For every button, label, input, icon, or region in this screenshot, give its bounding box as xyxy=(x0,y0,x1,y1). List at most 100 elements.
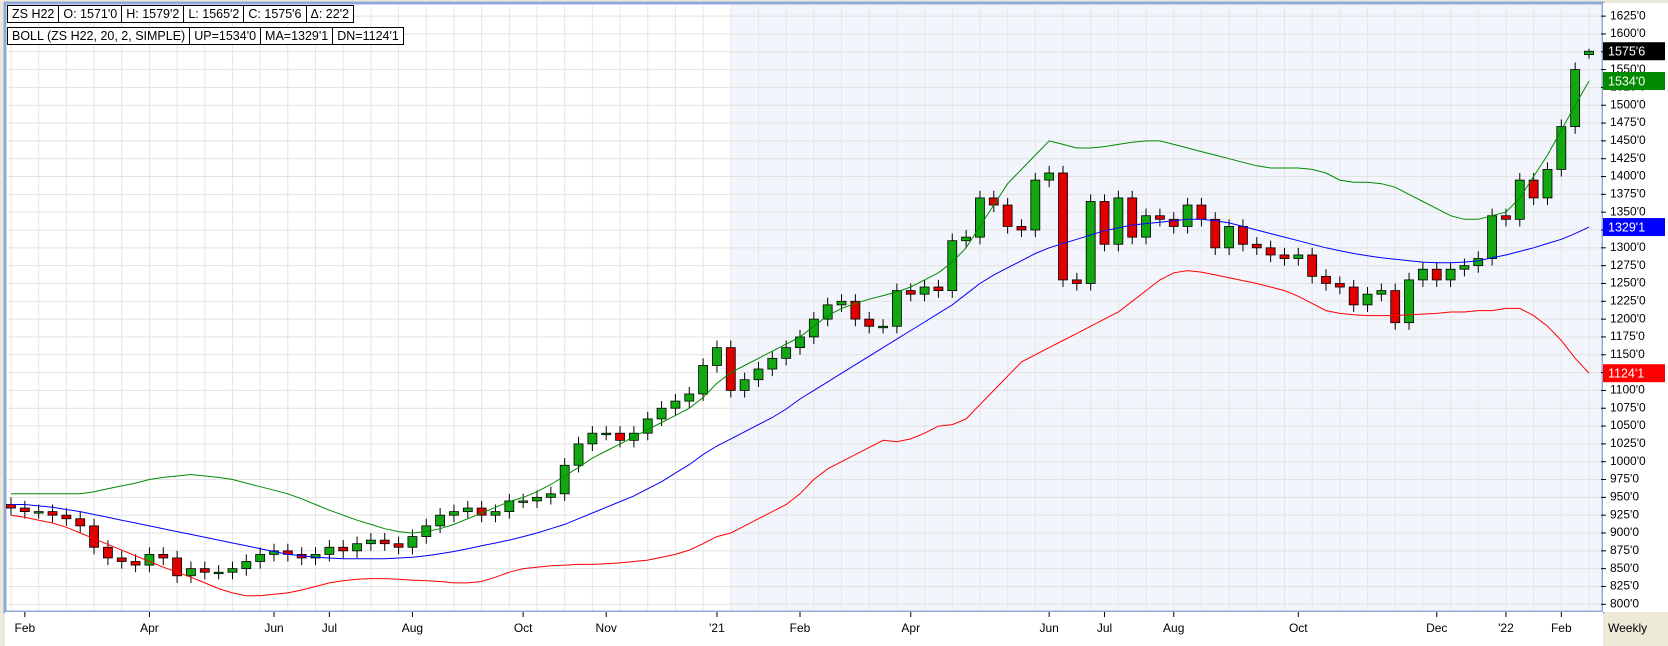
candle-body xyxy=(1279,254,1290,259)
x-tick-label: Jul xyxy=(1097,621,1112,635)
candle-body xyxy=(1334,283,1345,288)
y-tick-label: 1100'0 xyxy=(1610,383,1645,397)
y-tick-label: 1400'0 xyxy=(1610,169,1646,183)
candle-body xyxy=(822,304,833,320)
band-line xyxy=(10,270,1590,597)
candle-body xyxy=(933,286,944,292)
candle-body xyxy=(891,290,902,327)
header-row: ZS H22 O: 1571'0 H: 1579'2 L: 1565'2 C: 1575… xyxy=(7,5,355,23)
candle-body xyxy=(172,557,183,577)
candle-body xyxy=(850,300,861,320)
band-value-label-bg xyxy=(1603,218,1665,237)
header-item: DN=1124'1 xyxy=(332,27,404,45)
candle-body xyxy=(407,536,418,548)
candle-body xyxy=(1154,215,1165,220)
x-tick-label: Aug xyxy=(1163,621,1184,635)
candle-body xyxy=(1404,279,1414,324)
candle-body xyxy=(1071,279,1082,284)
y-tick-label: 875'0 xyxy=(1610,543,1639,557)
y-tick-label: 950'0 xyxy=(1610,490,1639,504)
candle-body xyxy=(338,546,349,552)
y-tick-label: 825'0 xyxy=(1610,579,1639,593)
x-tick-label: '21 xyxy=(709,621,725,635)
candle-body xyxy=(61,514,72,520)
header-item: O: 1571'0 xyxy=(58,5,123,23)
grid xyxy=(7,6,1606,617)
y-tick-label: 1475'0 xyxy=(1610,115,1646,129)
band-line xyxy=(11,218,1590,560)
candle-body xyxy=(559,464,570,495)
y-tick-label: 900'0 xyxy=(1610,525,1639,539)
candle-body xyxy=(878,325,888,329)
y-tick-label: 1150'0 xyxy=(1610,347,1645,361)
candle-body xyxy=(587,432,598,445)
candle-body xyxy=(1362,293,1373,306)
candle-body xyxy=(227,568,238,573)
candle-body xyxy=(6,504,16,509)
header-item: BOLL (ZS H22, 20, 2, SIMPLE) xyxy=(7,27,191,45)
x-tick-label: Jun xyxy=(264,621,283,635)
candle-body xyxy=(130,561,141,566)
band-value-label: 1329'1 xyxy=(1608,220,1645,234)
candle-body xyxy=(919,286,930,295)
x-tick-label: Nov xyxy=(596,621,617,635)
candle-body xyxy=(975,197,985,238)
y-tick-label: 850'0 xyxy=(1610,561,1639,575)
y-tick-label: 925'0 xyxy=(1610,507,1639,521)
x-tick-label: Jul xyxy=(322,621,337,635)
candle-body xyxy=(988,197,999,206)
header-row: BOLL (ZS H22, 20, 2, SIMPLE) UP=1534'0 MA=… xyxy=(7,27,404,45)
header-item: H: 1579'2 xyxy=(121,5,185,23)
candle-body xyxy=(379,539,390,545)
marks xyxy=(6,48,1594,597)
candle-body xyxy=(449,511,459,516)
y-tick-label: 1250'0 xyxy=(1610,276,1646,290)
band-value-label-bg xyxy=(1603,364,1665,383)
band-value-label: 1534'0 xyxy=(1608,74,1645,88)
candle-body xyxy=(1168,218,1179,227)
candle-body xyxy=(1431,268,1442,281)
candle-body xyxy=(961,236,972,242)
candle-body xyxy=(1556,126,1567,170)
candle-body xyxy=(1044,172,1055,181)
header-item: C: 1575'6 xyxy=(243,5,307,23)
candle-body xyxy=(462,507,473,513)
candle-body xyxy=(1196,204,1207,220)
x-tick-label: Oct xyxy=(514,621,533,635)
candle-body xyxy=(1321,275,1331,284)
candle-body xyxy=(1473,258,1484,267)
candle-body xyxy=(518,500,529,503)
y-tick-label: 1600'0 xyxy=(1610,26,1646,40)
x-tick-label: Oct xyxy=(1289,621,1308,635)
x-tick-label: Aug xyxy=(402,621,423,635)
candle-body xyxy=(1182,204,1193,227)
candle-body xyxy=(186,568,196,577)
candle-body xyxy=(1099,201,1110,245)
candle-body xyxy=(1016,226,1027,231)
candle-body xyxy=(365,539,376,545)
y-tick-label: 1225'0 xyxy=(1610,293,1646,307)
candle-body xyxy=(19,507,30,513)
header-item: MA=1329'1 xyxy=(260,27,334,45)
candle-body xyxy=(1514,179,1525,220)
x-axis-area xyxy=(5,612,1603,646)
x-tick-label: Jun xyxy=(1039,621,1058,635)
candle-body xyxy=(116,557,127,562)
y-tick-label: 1000'0 xyxy=(1610,454,1646,468)
candle-body xyxy=(1501,215,1511,220)
candle-body xyxy=(573,443,584,466)
candle-body xyxy=(1030,179,1041,231)
candle-body xyxy=(712,347,722,366)
y-tick-label: 1050'0 xyxy=(1610,418,1646,432)
candle-body xyxy=(905,290,916,295)
band-value-label-bg xyxy=(1603,71,1665,90)
x-tick-label: Apr xyxy=(140,621,159,635)
candle-body xyxy=(1058,172,1068,281)
y-tick-label: 1500'0 xyxy=(1610,97,1646,111)
candle-body xyxy=(725,347,736,391)
y-tick-label: 1275'0 xyxy=(1610,258,1646,272)
candle-body xyxy=(642,418,653,434)
candle-body xyxy=(1141,215,1151,238)
